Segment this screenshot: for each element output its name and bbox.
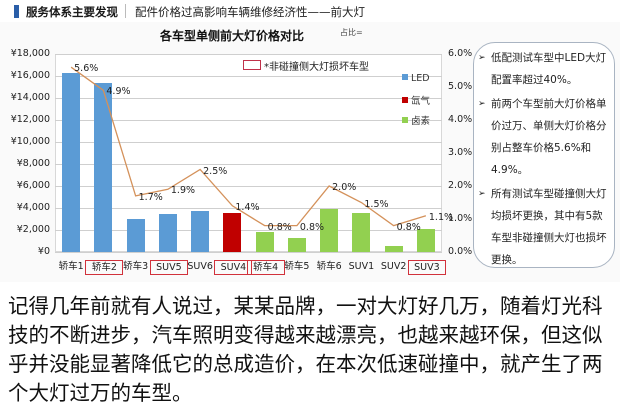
y-axis-tick: ¥14,000 <box>10 92 50 103</box>
plot-area <box>55 54 442 252</box>
y2-axis-tick: 1.0% <box>448 213 473 224</box>
x-axis-label: 轿车2 <box>85 260 124 275</box>
ratio-data-label: 1.9% <box>170 185 196 197</box>
finding-item: ➢ 低配测试车型中LED大灯配置率超过40%。 <box>478 47 608 91</box>
ratio-line <box>70 66 427 227</box>
bar-轿车4 <box>255 231 274 252</box>
legend-boxed-swatch <box>243 60 261 70</box>
arrow-bullet-icon: ➢ <box>478 99 486 109</box>
gridline <box>55 76 442 77</box>
ratio-data-label: 0.8% <box>396 221 421 233</box>
chart-title: 各车型单侧前大灯价格对比 <box>160 29 305 43</box>
header-divider <box>125 4 126 18</box>
x-axis-label: SUV1 <box>348 261 375 272</box>
bar-轿车3 <box>126 219 145 252</box>
legend-swatch <box>402 74 408 80</box>
slide-subtitle: 配件价格过高影响车辆维修经济性——前大灯 <box>135 5 365 19</box>
y2-axis-tick: 4.0% <box>448 114 473 125</box>
finding-item: ➢ 所有测试车型碰撞侧大灯均损坏更换，其中有5款车型非碰撞侧大灯也损坏更换。 <box>478 183 608 271</box>
gridline <box>55 186 442 187</box>
y2-axis-tick: 6.0% <box>448 48 473 59</box>
arrow-bullet-icon: ➢ <box>478 189 486 199</box>
bar-轿车5 <box>287 238 306 252</box>
ratio-data-label: 5.6% <box>74 63 99 75</box>
ratio-note: 占比= <box>340 28 363 37</box>
gridline <box>55 252 442 253</box>
bar-SUV6 <box>191 210 210 252</box>
arrow-bullet-icon: ➢ <box>478 53 486 63</box>
y2-axis-tick: 5.0% <box>448 81 473 92</box>
y-axis-tick: ¥10,000 <box>10 136 50 147</box>
gridline <box>55 98 442 99</box>
y2-axis-tick: 3.0% <box>448 147 473 158</box>
x-axis-label: SUV6 <box>187 261 213 272</box>
ratio-data-label: 2.5% <box>203 165 228 177</box>
bar-轿车1 <box>62 72 81 252</box>
y-axis-tick: ¥0 <box>37 246 50 257</box>
section-title: 服务体系主要发现 <box>26 5 118 19</box>
legend-label: 氙气 <box>411 96 431 107</box>
legend-item: 氙气 <box>402 93 430 107</box>
legend-label: LED <box>411 73 430 84</box>
y-axis-tick: ¥2,000 <box>16 224 50 235</box>
ratio-data-label: 2.0% <box>332 182 357 193</box>
x-axis-label: 轿车5 <box>284 261 310 272</box>
gridline <box>55 142 442 143</box>
legend-boxed-note: *非碰撞侧大灯损坏车型 <box>264 62 369 73</box>
bar-SUV5 <box>158 214 177 252</box>
bar-SUV4 <box>223 212 242 252</box>
y-axis-tick: ¥16,000 <box>10 70 50 81</box>
x-axis-label: 轿车6 <box>316 261 342 272</box>
gridline <box>55 230 442 231</box>
legend-swatch <box>402 117 408 123</box>
y-axis-tick: ¥12,000 <box>10 114 50 125</box>
bar-SUV1 <box>352 212 371 252</box>
gridline <box>55 208 442 209</box>
legend-item: LED <box>402 73 430 84</box>
ratio-data-label: 1.7% <box>138 191 163 203</box>
article-paragraph: 记得几年前就有人说过，某某品牌，一对大灯好几万，随着灯光科技的不断进步，汽车照明… <box>8 294 603 405</box>
findings-callout: ➢ 低配测试车型中LED大灯配置率超过40%。 ➢ 前两个车型前大灯价格单价过万、单… <box>473 42 615 268</box>
gridline <box>55 164 442 165</box>
y-axis-tick: ¥8,000 <box>16 158 50 169</box>
x-axis-label: 轿车4 <box>246 260 285 275</box>
y-axis-tick: ¥6,000 <box>16 180 50 191</box>
bar-轿车2 <box>94 82 113 252</box>
y2-axis-tick: 2.0% <box>448 180 473 191</box>
x-axis-label: SUV5 <box>149 260 188 275</box>
y2-axis-tick: 0.0% <box>448 246 473 257</box>
ratio-data-label: 1.5% <box>364 198 389 210</box>
gridline <box>55 54 442 55</box>
ratio-data-label: 0.8% <box>299 221 325 233</box>
bar-SUV2 <box>384 245 403 252</box>
ratio-data-label: 1.1% <box>428 211 454 223</box>
x-axis-label: SUV3 <box>407 260 446 275</box>
x-axis-label: SUV4 <box>214 260 253 275</box>
legend-label: 卤素 <box>411 116 431 127</box>
x-axis-label: 轿车1 <box>58 261 84 272</box>
ratio-data-label: 4.9% <box>106 86 131 98</box>
x-axis-label: SUV2 <box>380 261 407 272</box>
page-header: 服务体系主要发现 配件价格过高影响车辆维修经济性——前大灯 <box>0 0 620 24</box>
bar-SUV3 <box>416 228 435 252</box>
x-axis-label: 轿车3 <box>123 261 149 272</box>
y-axis-tick: ¥4,000 <box>16 202 50 213</box>
gridline <box>55 120 442 121</box>
finding-item: ➢ 前两个车型前大灯价格单价过万、单侧大灯价格分别占整车价格5.6%和4.9%。 <box>478 93 608 181</box>
ratio-data-label: 1.4% <box>235 201 260 213</box>
bar-轿车6 <box>320 209 339 252</box>
ratio-data-label: 0.8% <box>267 221 292 233</box>
section-marker <box>14 5 19 18</box>
legend-item: 卤素 <box>402 113 430 127</box>
y-axis-tick: ¥18,000 <box>10 48 50 59</box>
legend-swatch <box>402 97 408 103</box>
